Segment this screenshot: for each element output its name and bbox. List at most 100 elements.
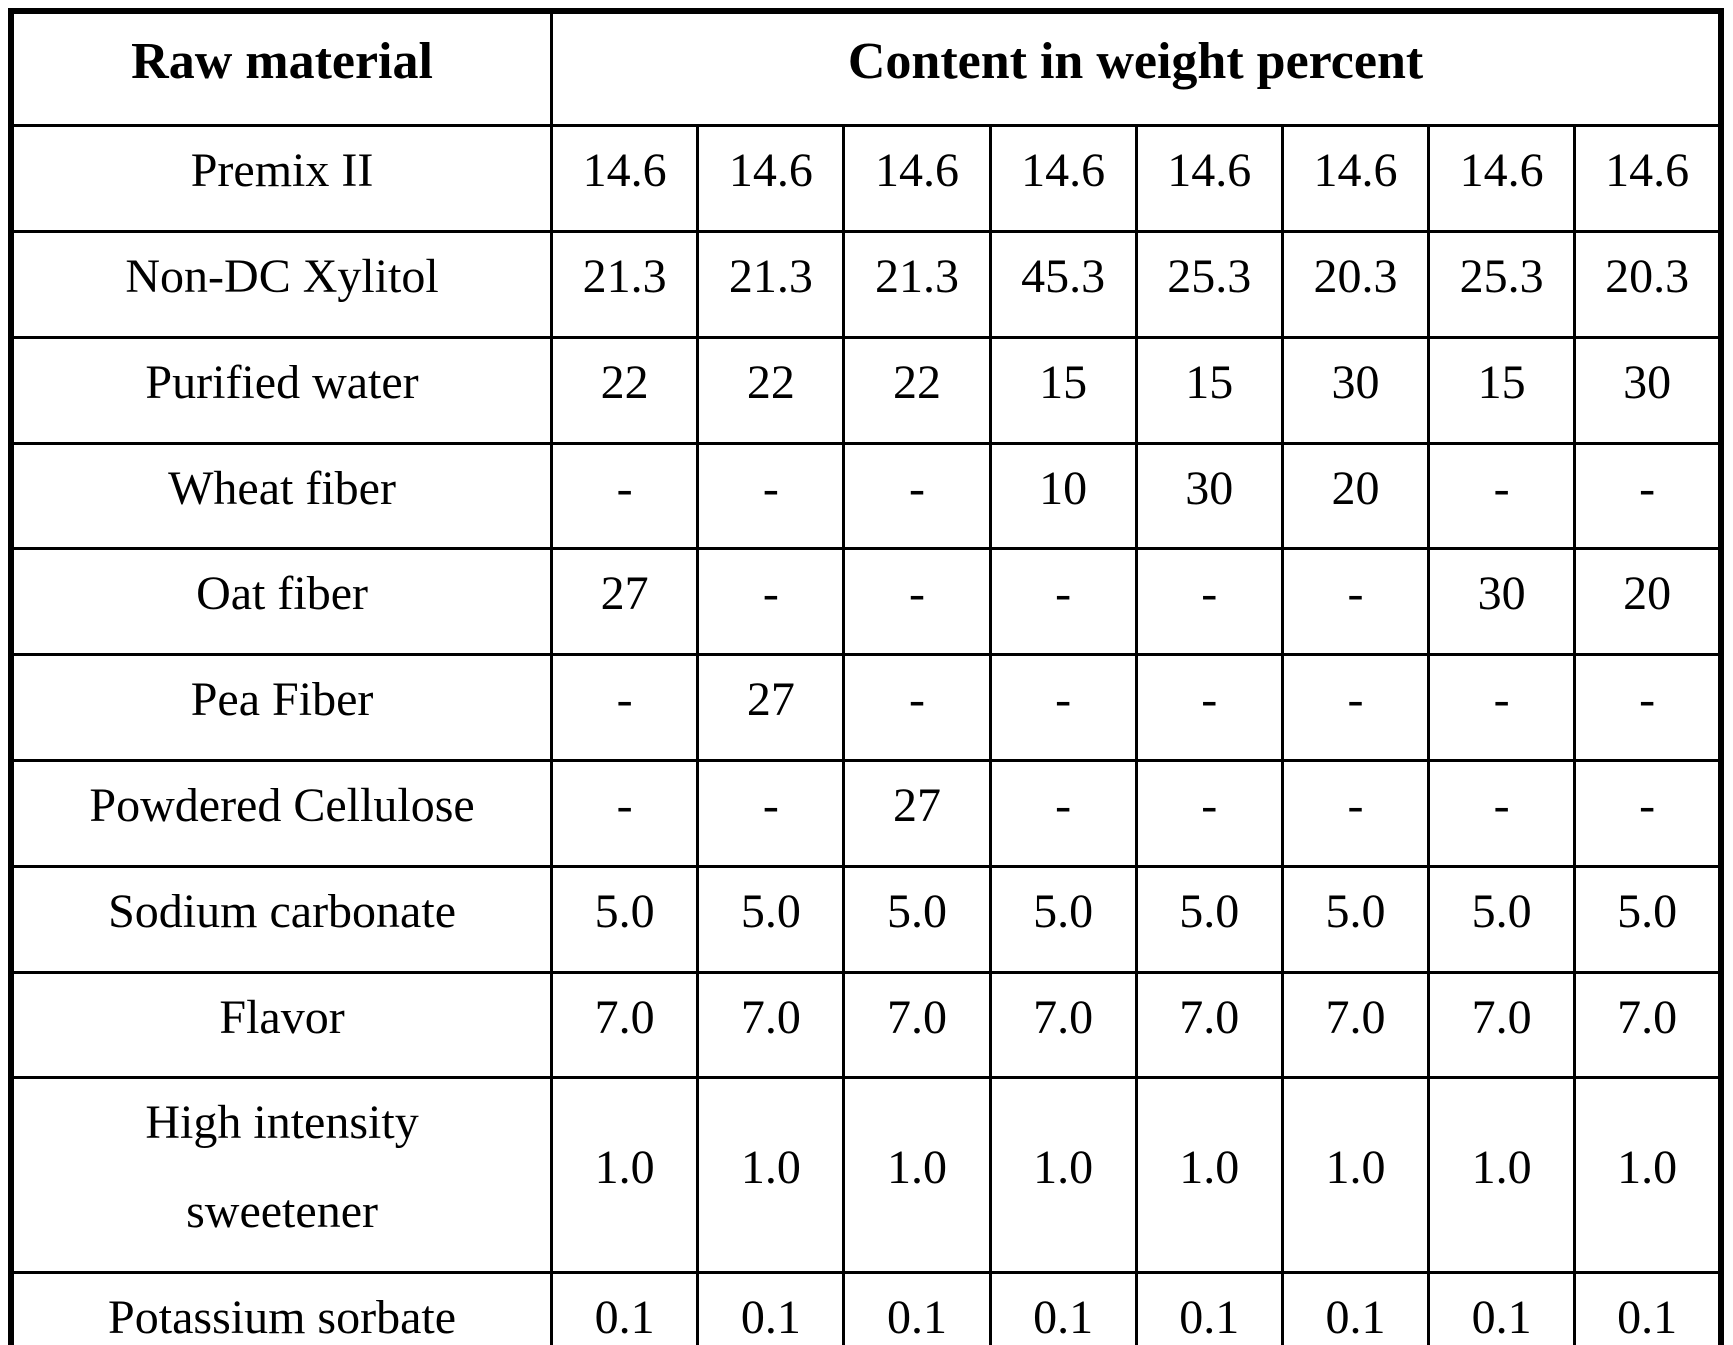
value-cell: 0.1 xyxy=(696,1270,846,1345)
value-cell: - xyxy=(1134,758,1284,868)
value-cell: 5.0 xyxy=(1573,864,1723,974)
value-cell: 5.0 xyxy=(1427,864,1577,974)
value-cell: 22 xyxy=(696,335,846,445)
value-cell: 0.1 xyxy=(1134,1270,1284,1345)
value-cell: - xyxy=(988,653,1138,762)
value-cell: 5.0 xyxy=(988,864,1138,974)
value-cell: 5.0 xyxy=(842,864,992,974)
value-cell: 21.3 xyxy=(550,229,700,339)
row-label: Oat fiber xyxy=(9,547,554,657)
table-header-row: Raw material Content in weight percent xyxy=(9,9,1723,128)
value-cell: 1.0 xyxy=(1427,1076,1577,1274)
value-cell: 7.0 xyxy=(842,970,992,1080)
value-cell: 21.3 xyxy=(842,229,992,339)
value-cell: 30 xyxy=(1573,335,1723,445)
raw-material-column-header: Raw material xyxy=(9,9,554,128)
value-cell: - xyxy=(1573,441,1723,551)
value-cell: 20 xyxy=(1573,547,1723,657)
value-cell: - xyxy=(988,547,1138,657)
value-cell: - xyxy=(1134,547,1284,657)
value-cell: 15 xyxy=(988,335,1138,445)
row-label: Purified water xyxy=(9,335,554,445)
value-cell: 20.3 xyxy=(1280,229,1431,339)
value-cell: - xyxy=(550,653,700,762)
value-cell: 14.6 xyxy=(550,124,700,233)
content-weight-percent-header: Content in weight percent xyxy=(550,9,1723,128)
value-cell: 14.6 xyxy=(1280,124,1431,233)
value-cell: 7.0 xyxy=(1427,970,1577,1080)
value-cell: 7.0 xyxy=(1134,970,1284,1080)
value-cell: 15 xyxy=(1427,335,1577,445)
row-label: High intensity sweetener xyxy=(9,1076,554,1274)
value-cell: - xyxy=(842,547,992,657)
value-cell: - xyxy=(696,441,846,551)
value-cell: - xyxy=(1573,653,1723,762)
value-cell: - xyxy=(550,441,700,551)
value-cell: 20.3 xyxy=(1573,229,1723,339)
value-cell: 7.0 xyxy=(1573,970,1723,1080)
value-cell: - xyxy=(842,441,992,551)
value-cell: 30 xyxy=(1427,547,1577,657)
table-row: Premix II 14.6 14.6 14.6 14.6 14.6 14.6 14.6 14.… xyxy=(9,124,1723,233)
value-cell: - xyxy=(696,547,846,657)
table-row: High intensity sweetener 1.0 1.0 1.0 1.0 1.0 1… xyxy=(9,1076,1723,1274)
table-body: Premix II 14.6 14.6 14.6 14.6 14.6 14.6 14.6 14.… xyxy=(9,124,1723,1345)
table-row: Pea Fiber -27- - - - - - xyxy=(9,653,1723,762)
row-label: Sodium carbonate xyxy=(9,864,554,974)
value-cell: 0.1 xyxy=(842,1270,992,1345)
value-cell: 0.1 xyxy=(550,1270,700,1345)
row-label: Wheat fiber xyxy=(9,441,554,551)
value-cell: - xyxy=(1427,758,1577,868)
value-cell: 1.0 xyxy=(1573,1076,1723,1274)
value-cell: 27 xyxy=(550,547,700,657)
value-cell: 14.6 xyxy=(1134,124,1284,233)
value-cell: 1.0 xyxy=(696,1076,846,1274)
value-cell: - xyxy=(1280,547,1431,657)
value-cell: 27 xyxy=(842,758,992,868)
value-cell: 15 xyxy=(1134,335,1284,445)
value-cell: 25.3 xyxy=(1427,229,1577,339)
value-cell: 20 xyxy=(1280,441,1431,551)
value-cell: - xyxy=(1134,653,1284,762)
value-cell: 25.3 xyxy=(1134,229,1284,339)
value-cell: - xyxy=(1427,653,1577,762)
value-cell: 14.6 xyxy=(842,124,992,233)
row-label: Potassium sorbate xyxy=(9,1270,554,1345)
value-cell: 0.1 xyxy=(988,1270,1138,1345)
value-cell: 14.6 xyxy=(988,124,1138,233)
table-row: Powdered Cellulose - -27- - - - - xyxy=(9,758,1723,868)
value-cell: 7.0 xyxy=(1280,970,1431,1080)
table-row: Purified water 22 22 22 15 15 30 15 30 xyxy=(9,335,1723,445)
value-cell: 10 xyxy=(988,441,1138,551)
value-cell: 1.0 xyxy=(988,1076,1138,1274)
raw-material-composition-table: Raw material Content in weight percent P… xyxy=(8,8,1724,1345)
value-cell: 22 xyxy=(550,335,700,445)
value-cell: - xyxy=(842,653,992,762)
value-cell: 45.3 xyxy=(988,229,1138,339)
value-cell: 1.0 xyxy=(1134,1076,1284,1274)
row-label: Powdered Cellulose xyxy=(9,758,554,868)
value-cell: 5.0 xyxy=(1134,864,1284,974)
value-cell: 22 xyxy=(842,335,992,445)
value-cell: - xyxy=(1427,441,1577,551)
value-cell: 7.0 xyxy=(696,970,846,1080)
value-cell: 14.6 xyxy=(1427,124,1577,233)
table-row: Sodium carbonate 5.0 5.0 5.0 5.0 5.0 5.0 5.0 5.0 xyxy=(9,864,1723,974)
value-cell: 1.0 xyxy=(842,1076,992,1274)
row-label: Premix II xyxy=(9,124,554,233)
table-row: Wheat fiber - - -10 30 20- - xyxy=(9,441,1723,551)
value-cell: 5.0 xyxy=(550,864,700,974)
table-row: Potassium sorbate 0.1 0.1 0.1 0.1 0.1 0.1 0.1 0.… xyxy=(9,1270,1723,1345)
table-row: Oat fiber 27- - - - -30 20 xyxy=(9,547,1723,657)
value-cell: 5.0 xyxy=(1280,864,1431,974)
value-cell: 0.1 xyxy=(1573,1270,1723,1345)
value-cell: 1.0 xyxy=(550,1076,700,1274)
value-cell: - xyxy=(1280,653,1431,762)
value-cell: 21.3 xyxy=(696,229,846,339)
value-cell: - xyxy=(988,758,1138,868)
row-label: Non-DC Xylitol xyxy=(9,229,554,339)
value-cell: 14.6 xyxy=(1573,124,1723,233)
value-cell: 7.0 xyxy=(550,970,700,1080)
value-cell: 30 xyxy=(1280,335,1431,445)
